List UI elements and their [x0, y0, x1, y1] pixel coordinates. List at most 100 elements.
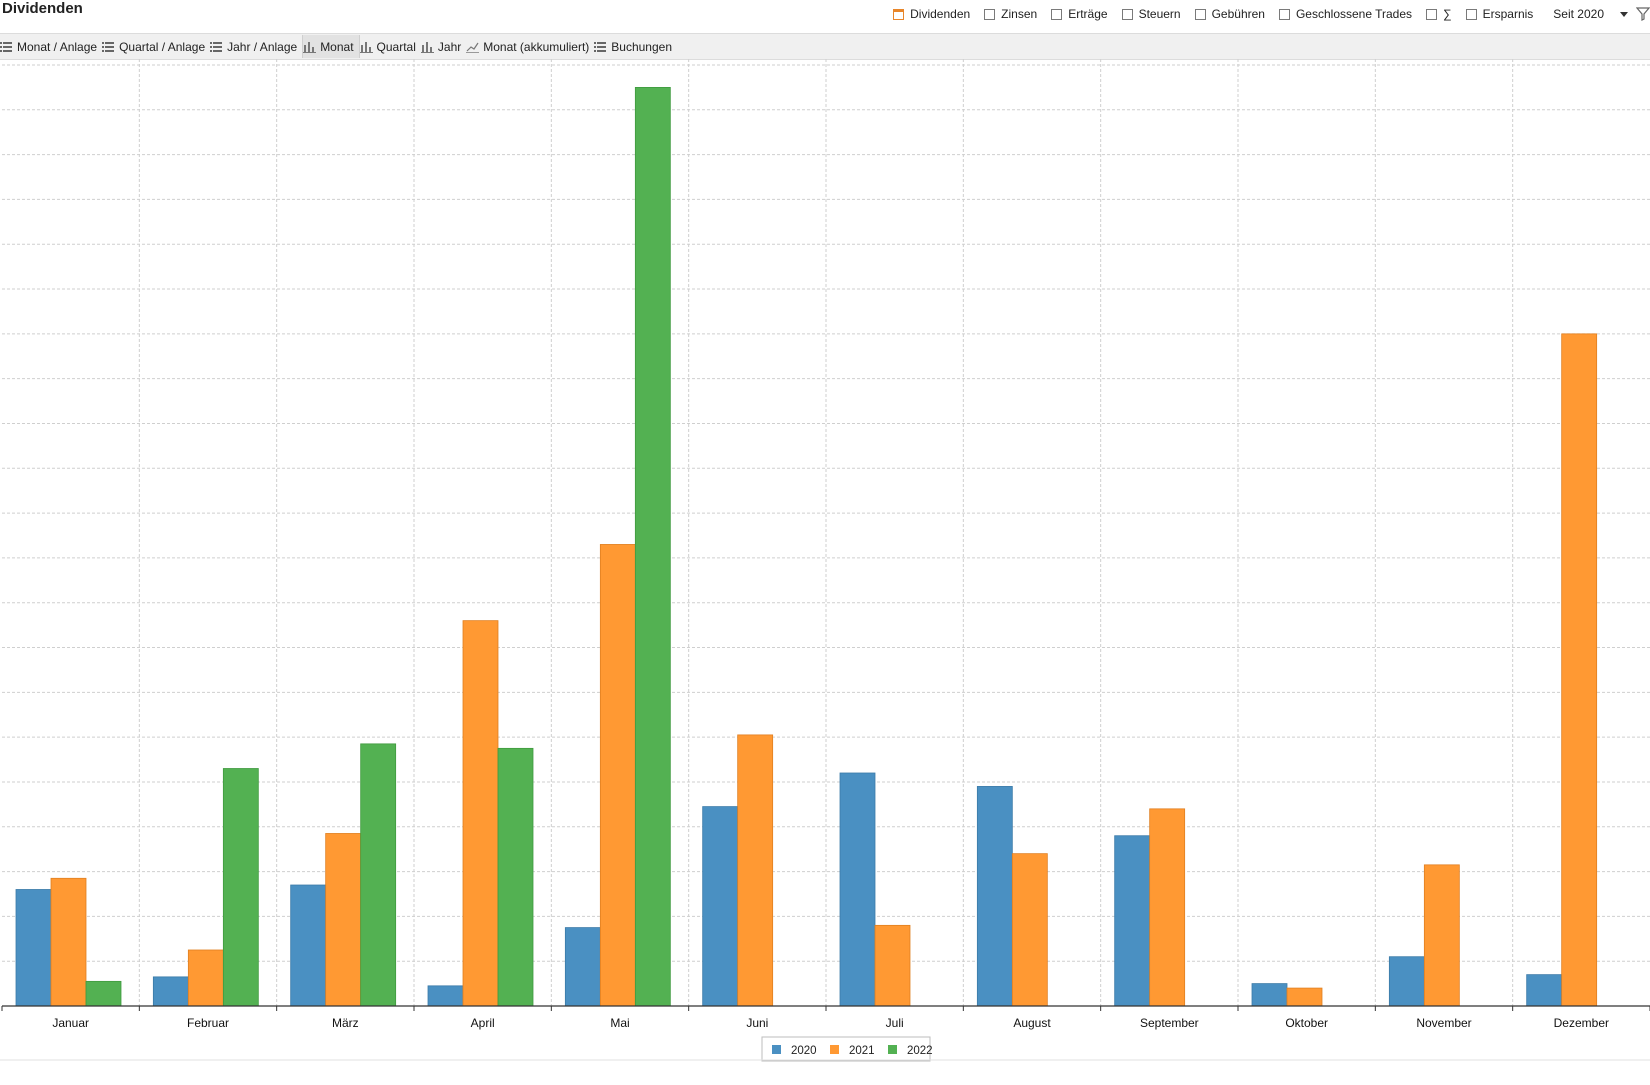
- x-tick-label: März: [332, 1016, 359, 1030]
- bar-2021-Juni[interactable]: [737, 734, 774, 1007]
- view-tab-label: Monat: [320, 39, 354, 54]
- line-chart-icon: [466, 40, 480, 53]
- filter-checkbox[interactable]: [1426, 8, 1438, 20]
- bar-2020-Juni[interactable]: [702, 806, 739, 1007]
- filter-checkbox[interactable]: [1121, 8, 1133, 20]
- bar-2021-September[interactable]: [1149, 808, 1186, 1007]
- filter-checkbox[interactable]: [1051, 8, 1063, 20]
- view-toolbar: Monat / Anlage Quartal / Anlage Jahr / Anl…: [0, 33, 1650, 60]
- bar-2022-März[interactable]: [360, 743, 397, 1007]
- filter-toggle-5[interactable]: Geschlossene Trades: [1278, 7, 1413, 21]
- bar-2022-Mai[interactable]: [634, 87, 671, 1007]
- legend-label: 2022: [907, 1045, 933, 1057]
- x-tick-label: Januar: [52, 1016, 89, 1030]
- filter-toggle-7[interactable]: Ersparnis: [1465, 7, 1534, 21]
- bar-chart-icon: [420, 40, 434, 53]
- x-tick-label: Dezember: [1554, 1016, 1609, 1030]
- bar-chart-icon: [359, 40, 373, 53]
- view-tab-label: Quartal / Anlage: [119, 39, 206, 54]
- view-tab-label: Buchungen: [611, 39, 673, 54]
- view-tab-7[interactable]: Buchungen: [594, 35, 677, 58]
- x-tick-label: April: [471, 1016, 495, 1030]
- bar-2021-Oktober[interactable]: [1286, 987, 1323, 1007]
- filter-toggle-2[interactable]: Erträge: [1051, 7, 1108, 21]
- bar-2022-Januar[interactable]: [85, 980, 122, 1007]
- bar-2021-Februar[interactable]: [187, 949, 224, 1007]
- legend-swatch-2020: [772, 1045, 781, 1054]
- view-tab-label: Jahr / Anlage: [227, 39, 298, 54]
- list-icon: [0, 40, 13, 53]
- legend-label: 2020: [791, 1045, 817, 1057]
- page-title: Dividenden: [2, 0, 83, 17]
- filter-checkbox[interactable]: [893, 8, 905, 20]
- filter-bar: Dividenden Zinsen Erträge Steuern Gebühren Ge…: [879, 4, 1650, 24]
- period-dropdown[interactable]: Seit 2020: [1553, 7, 1628, 21]
- list-icon: [594, 40, 607, 53]
- bar-2020-Juli[interactable]: [839, 772, 876, 1007]
- bar-2021-Dezember[interactable]: [1561, 333, 1598, 1007]
- bar-2020-Mai[interactable]: [564, 927, 601, 1007]
- view-tab-2[interactable]: Jahr / Anlage: [210, 35, 302, 58]
- filter-label: Zinsen: [1001, 7, 1038, 21]
- x-tick-label: August: [1013, 1016, 1051, 1030]
- bar-2020-August[interactable]: [976, 786, 1013, 1007]
- filter-checkbox[interactable]: [1465, 8, 1477, 20]
- list-icon: [210, 40, 223, 53]
- filter-label: Steuern: [1138, 7, 1181, 21]
- view-tab-4[interactable]: Quartal: [359, 35, 421, 58]
- funnel-icon[interactable]: [1636, 7, 1650, 21]
- bar-2021-März[interactable]: [325, 833, 362, 1007]
- x-tick-label: November: [1416, 1016, 1471, 1030]
- view-tab-1[interactable]: Quartal / Anlage: [102, 35, 210, 58]
- bar-2021-November[interactable]: [1423, 864, 1460, 1007]
- filter-toggle-1[interactable]: Zinsen: [984, 7, 1037, 21]
- view-tab-5[interactable]: Jahr: [420, 35, 466, 58]
- bar-2022-Februar[interactable]: [222, 768, 259, 1007]
- filter-toggle-0[interactable]: Dividenden: [893, 7, 970, 21]
- filter-toggle-3[interactable]: Steuern: [1121, 7, 1181, 21]
- bar-2020-April[interactable]: [427, 985, 464, 1007]
- view-tab-label: Jahr: [437, 39, 462, 54]
- header-bar: Dividenden Dividenden Zinsen Erträge Steuer…: [0, 0, 1650, 32]
- filter-label: Dividenden: [910, 7, 971, 21]
- bar-chart-icon: [303, 40, 317, 53]
- legend-swatch-2021: [830, 1045, 839, 1054]
- x-tick-label: September: [1140, 1016, 1199, 1030]
- view-tab-label: Monat / Anlage: [17, 39, 98, 54]
- filter-label: ∑: [1443, 7, 1452, 21]
- bar-2021-August[interactable]: [1011, 853, 1048, 1007]
- bar-2021-Januar[interactable]: [50, 877, 87, 1007]
- filter-toggle-4[interactable]: Gebühren: [1194, 7, 1265, 21]
- dividend-bar-chart: Januar Februar März April Mai Juni Juli August S…: [0, 59, 1650, 1062]
- view-tab-0[interactable]: Monat / Anlage: [0, 35, 102, 58]
- filter-label: Geschlossene Trades: [1295, 7, 1413, 21]
- bar-2021-April[interactable]: [462, 620, 499, 1007]
- filter-label: Erträge: [1068, 7, 1108, 21]
- legend-box: [761, 1036, 931, 1062]
- x-tick-label: Februar: [187, 1016, 229, 1030]
- filter-checkbox[interactable]: [984, 8, 996, 20]
- legend-swatch-2022: [888, 1045, 897, 1054]
- view-tab-label: Monat (akkumuliert): [483, 39, 590, 54]
- filter-toggle-6[interactable]: ∑: [1426, 7, 1452, 21]
- bar-2020-September[interactable]: [1114, 835, 1151, 1007]
- bar-2021-Mai[interactable]: [599, 544, 636, 1007]
- bar-2020-März[interactable]: [290, 884, 327, 1007]
- bar-2020-Dezember[interactable]: [1526, 974, 1563, 1007]
- filter-checkbox[interactable]: [1194, 8, 1206, 20]
- chart-area: Januar Februar März April Mai Juni Juli August S…: [0, 59, 1650, 1080]
- bar-2020-Januar[interactable]: [15, 889, 52, 1007]
- bar-2021-Juli[interactable]: [874, 924, 911, 1007]
- filter-checkbox[interactable]: [1278, 8, 1290, 20]
- list-icon: [102, 40, 115, 53]
- x-tick-label: Oktober: [1285, 1016, 1328, 1030]
- bar-2022-April[interactable]: [497, 747, 534, 1007]
- bar-2020-Februar[interactable]: [152, 976, 189, 1007]
- filter-label: Ersparnis: [1482, 7, 1534, 21]
- period-label: Seit 2020: [1553, 7, 1604, 21]
- bar-2020-Oktober[interactable]: [1251, 983, 1288, 1007]
- bar-2020-November[interactable]: [1388, 956, 1425, 1007]
- x-tick-label: Juli: [886, 1016, 904, 1030]
- view-tab-3[interactable]: Monat: [302, 35, 360, 58]
- view-tab-6[interactable]: Monat (akkumuliert): [466, 35, 594, 58]
